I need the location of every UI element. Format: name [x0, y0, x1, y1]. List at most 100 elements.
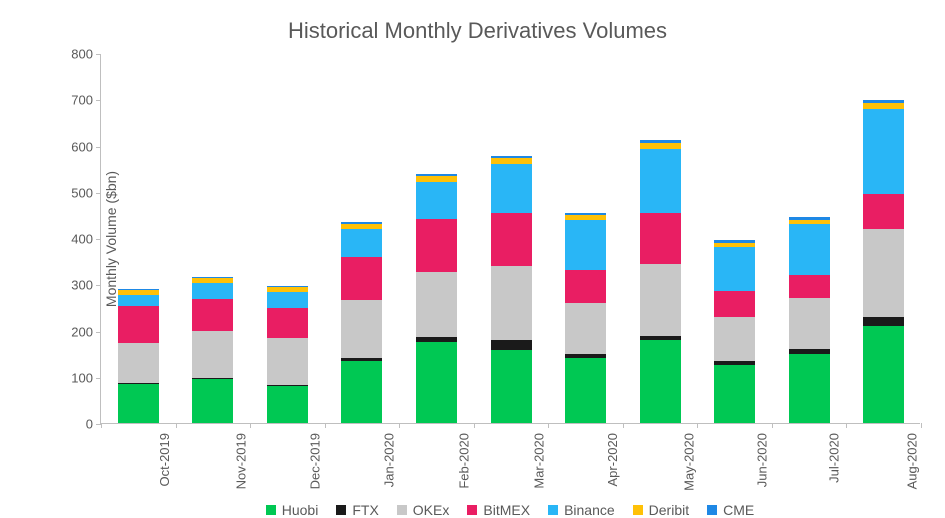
bar-Nov-2019	[192, 277, 233, 423]
bar-segment-huobi	[565, 358, 606, 423]
bar-segment-okex	[416, 272, 457, 337]
x-tick-mark	[548, 423, 549, 428]
bar-segment-huobi	[789, 354, 830, 423]
legend-label: CME	[723, 502, 754, 518]
bar-Jun-2020	[714, 240, 755, 423]
legend-label: Deribit	[649, 502, 689, 518]
x-tick-mark	[101, 423, 102, 428]
x-tick-label: Jan-2020	[382, 433, 397, 487]
legend-swatch-icon	[266, 505, 276, 515]
x-tick-label: Feb-2020	[457, 433, 472, 489]
bar-segment-bitmex	[267, 308, 308, 338]
bar-segment-bitmex	[714, 291, 755, 316]
bar-Apr-2020	[565, 213, 606, 423]
bar-segment-binance	[118, 295, 159, 307]
bar-Dec-2019	[267, 286, 308, 423]
x-tick-label: Apr-2020	[605, 433, 620, 486]
bar-segment-bitmex	[341, 257, 382, 301]
bar-segment-okex	[267, 338, 308, 384]
bar-segment-bitmex	[416, 219, 457, 272]
bar-segment-huobi	[118, 384, 159, 423]
x-tick-mark	[250, 423, 251, 428]
legend-item-okex: OKEx	[397, 502, 450, 518]
bar-segment-huobi	[491, 350, 532, 423]
y-tick-label: 100	[71, 370, 101, 385]
bar-segment-okex	[341, 300, 382, 358]
y-tick-label: 600	[71, 139, 101, 154]
bar-segment-binance	[714, 247, 755, 291]
bar-Jan-2020	[341, 222, 382, 423]
x-tick-label: May-2020	[681, 433, 696, 491]
legend-swatch-icon	[548, 505, 558, 515]
bar-segment-okex	[118, 343, 159, 382]
legend-item-binance: Binance	[548, 502, 615, 518]
bar-segment-huobi	[341, 361, 382, 423]
y-tick-label: 700	[71, 93, 101, 108]
bar-May-2020	[640, 140, 681, 423]
x-tick-mark	[474, 423, 475, 428]
plot-area: Monthly Volume ($bn) 0100200300400500600…	[100, 54, 920, 424]
bar-segment-binance	[416, 182, 457, 219]
bar-segment-binance	[789, 224, 830, 275]
chart-title: Historical Monthly Derivatives Volumes	[30, 18, 925, 44]
bar-segment-okex	[192, 331, 233, 377]
x-tick-mark	[176, 423, 177, 428]
bar-segment-binance	[491, 164, 532, 213]
y-tick-label: 300	[71, 278, 101, 293]
bar-segment-bitmex	[192, 299, 233, 331]
x-tick-label: Dec-2019	[308, 433, 323, 489]
bar-segment-bitmex	[565, 270, 606, 302]
x-tick-mark	[325, 423, 326, 428]
bar-segment-bitmex	[118, 306, 159, 343]
legend-swatch-icon	[467, 505, 477, 515]
bar-segment-okex	[565, 303, 606, 354]
bar-segment-bitmex	[640, 213, 681, 264]
x-tick-mark	[921, 423, 922, 428]
bar-segment-ftx	[491, 340, 532, 350]
legend-item-ftx: FTX	[336, 502, 378, 518]
bar-Aug-2020	[863, 100, 904, 423]
bar-segment-binance	[863, 109, 904, 195]
legend-label: Binance	[564, 502, 615, 518]
legend-label: BitMEX	[483, 502, 530, 518]
bar-segment-bitmex	[491, 213, 532, 266]
bar-segment-bitmex	[789, 275, 830, 298]
bar-segment-huobi	[863, 326, 904, 423]
legend: HuobiFTXOKExBitMEXBinanceDeribitCME	[100, 502, 920, 518]
bar-segment-okex	[714, 317, 755, 361]
x-tick-mark	[846, 423, 847, 428]
x-tick-mark	[772, 423, 773, 428]
legend-swatch-icon	[336, 505, 346, 515]
x-tick-mark	[623, 423, 624, 428]
bar-segment-binance	[640, 149, 681, 214]
bar-segment-huobi	[192, 379, 233, 423]
x-tick-label: Jul-2020	[827, 433, 842, 483]
legend-swatch-icon	[707, 505, 717, 515]
x-tick-label: Oct-2019	[158, 433, 173, 486]
chart-container: Historical Monthly Derivatives Volumes M…	[0, 0, 945, 517]
y-axis-label: Monthly Volume ($bn)	[103, 170, 119, 306]
bar-segment-huobi	[714, 365, 755, 423]
bar-segment-okex	[789, 298, 830, 349]
legend-swatch-icon	[633, 505, 643, 515]
legend-item-deribit: Deribit	[633, 502, 689, 518]
y-tick-label: 0	[86, 417, 101, 432]
y-tick-label: 400	[71, 232, 101, 247]
legend-item-bitmex: BitMEX	[467, 502, 530, 518]
bar-segment-huobi	[640, 340, 681, 423]
legend-item-cme: CME	[707, 502, 754, 518]
bar-segment-bitmex	[863, 194, 904, 229]
bar-Jul-2020	[789, 217, 830, 423]
y-tick-label: 800	[71, 47, 101, 62]
bar-segment-binance	[341, 229, 382, 257]
legend-swatch-icon	[397, 505, 407, 515]
x-tick-label: Aug-2020	[904, 433, 919, 489]
bar-segment-huobi	[267, 386, 308, 423]
bar-Oct-2019	[118, 289, 159, 423]
x-tick-mark	[399, 423, 400, 428]
bar-segment-binance	[192, 283, 233, 299]
bar-segment-okex	[491, 266, 532, 340]
x-tick-mark	[697, 423, 698, 428]
bar-Feb-2020	[416, 174, 457, 423]
bar-segment-okex	[640, 264, 681, 336]
